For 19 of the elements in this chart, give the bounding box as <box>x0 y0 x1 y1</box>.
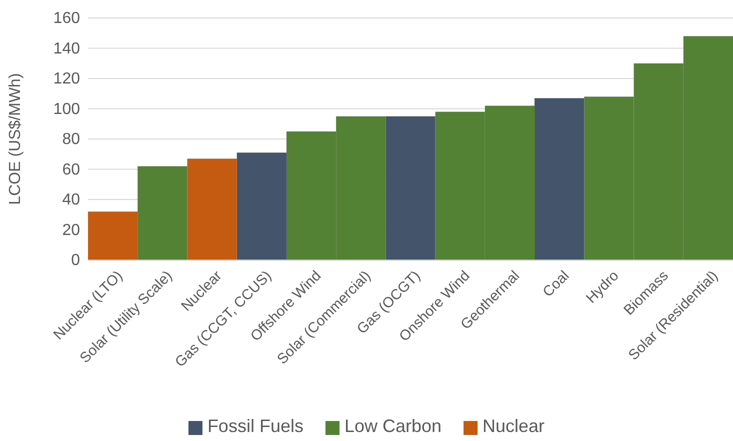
legend-label: Fossil Fuels <box>207 416 304 436</box>
y-tick-label: 40 <box>62 192 80 209</box>
legend-label: Nuclear <box>482 416 545 436</box>
y-tick-label: 160 <box>53 10 80 28</box>
y-tick-label: 80 <box>62 131 80 148</box>
bar <box>187 158 237 260</box>
y-tick-label: 100 <box>53 100 80 118</box>
bar <box>534 98 584 260</box>
y-tick-label: 140 <box>53 40 80 58</box>
bar <box>236 152 286 260</box>
bar <box>386 116 436 260</box>
y-tick-label: 20 <box>62 222 80 239</box>
y-axis-title: LCOE (US$/MWh) <box>7 73 24 205</box>
y-tick-label: 60 <box>62 161 80 178</box>
legend-label: Low Carbon <box>344 416 442 436</box>
bar <box>138 166 188 260</box>
y-tick-label: 0 <box>71 252 80 270</box>
y-tick-label: 120 <box>53 70 80 88</box>
bar <box>88 212 138 260</box>
